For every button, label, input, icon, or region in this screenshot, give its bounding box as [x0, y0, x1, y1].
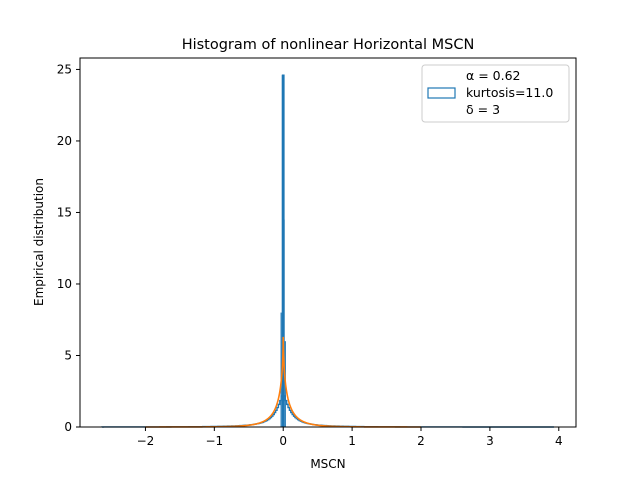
legend-box — [421, 64, 570, 123]
x-tick-label: 0 — [279, 434, 287, 448]
legend: α = 0.62 kurtosis=11.0 δ = 3 — [421, 64, 570, 123]
x-axis-ticks: −2 −1 0 1 2 3 4 — [137, 427, 563, 448]
y-axis-label: Empirical distribution — [32, 178, 46, 306]
y-tick-label: 10 — [57, 277, 72, 291]
y-tick-label: 0 — [64, 420, 72, 434]
x-tick-label: 3 — [486, 434, 494, 448]
chart-title: Histogram of nonlinear Horizontal MSCN — [182, 37, 475, 53]
x-tick-label: −1 — [205, 434, 223, 448]
legend-entry-kurtosis: kurtosis=11.0 — [466, 85, 553, 100]
plot-area — [79, 57, 577, 428]
x-tick-label: 4 — [555, 434, 563, 448]
axes-frame — [79, 57, 577, 428]
y-tick-label: 15 — [57, 205, 72, 219]
y-tick-label: 25 — [57, 62, 72, 76]
x-tick-label: −2 — [137, 434, 155, 448]
y-tick-label: 5 — [64, 348, 72, 362]
legend-handle — [427, 87, 456, 99]
x-axis-label: MSCN — [310, 457, 345, 471]
x-tick-label: 1 — [348, 434, 356, 448]
y-tick-label: 20 — [57, 134, 72, 148]
legend-entry-delta: δ = 3 — [466, 102, 500, 117]
y-axis-ticks: 0 5 10 15 20 25 — [57, 62, 80, 434]
x-tick-label: 2 — [417, 434, 425, 448]
legend-entry-alpha: α = 0.62 — [466, 68, 521, 83]
